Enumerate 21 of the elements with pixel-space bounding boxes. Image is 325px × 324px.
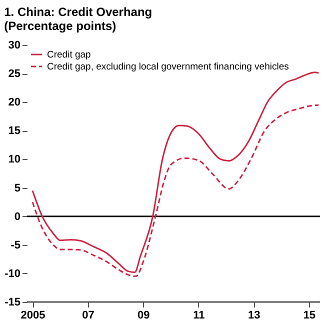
- line-series: [32, 72, 320, 274]
- chart-subtitle: (Percentage points): [4, 19, 116, 33]
- x-tick-label: 15: [303, 310, 316, 322]
- x-tick-label: 13: [248, 310, 260, 322]
- y-tick-label: 20: [8, 96, 20, 109]
- chart-title: 1. China: Credit Overhang: [4, 5, 152, 19]
- x-tick-label: 09: [137, 310, 150, 322]
- y-tick-label: -10: [4, 268, 20, 280]
- y-tick-label: -5: [10, 239, 20, 252]
- x-tick-label: 07: [82, 310, 94, 322]
- y-tick-label: 10: [8, 154, 20, 166]
- y-tick-label: 25: [8, 68, 20, 80]
- y-tick-label: 5: [14, 182, 20, 194]
- y-tick-label: 0: [14, 210, 20, 223]
- x-tick-label: 2005: [20, 310, 46, 322]
- y-tick-label: 15: [8, 125, 20, 138]
- legend-label: Credit gap, excluding local government financing vehicles: [47, 62, 290, 72]
- y-tick-label: 30: [8, 40, 20, 52]
- x-tick-label: 11: [193, 310, 205, 322]
- y-tick-label: -15: [4, 296, 20, 308]
- legend-label: Credit gap: [47, 50, 91, 60]
